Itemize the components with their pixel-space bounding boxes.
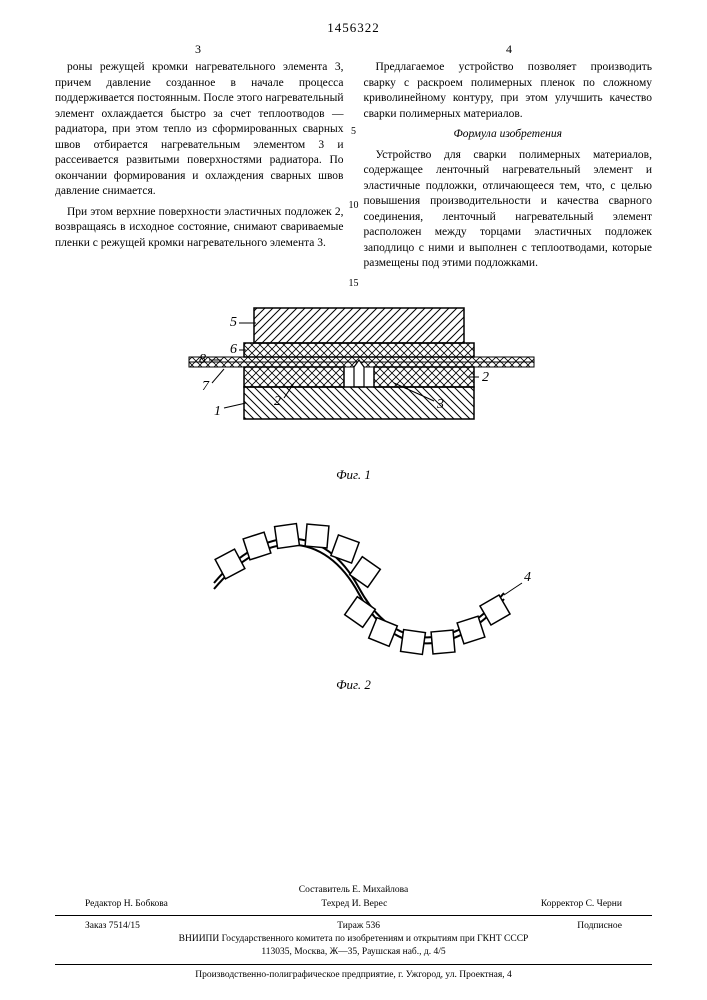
footer-compiler: Составитель Е. Михайлова xyxy=(55,884,652,897)
fig2-label-4: 4 xyxy=(524,570,531,585)
formula-title: Формула изобретения xyxy=(364,127,653,143)
line-marker: 5 xyxy=(351,126,356,137)
page-numbers: 3 4 xyxy=(55,42,652,56)
fig1-label-6: 6 xyxy=(230,342,237,357)
figure-2: 4 xyxy=(144,513,564,673)
footer-sub: Подписное xyxy=(577,920,622,933)
fig1-label-8: 8 xyxy=(199,352,206,367)
column-right: Предлагаемое устройство позволяет произв… xyxy=(364,60,653,277)
footer-print: Производственно-полиграфическое предприя… xyxy=(55,969,652,982)
text-columns: роны режущей кромки нагревательного элем… xyxy=(55,60,652,277)
footer-corrector: Корректор С. Черни xyxy=(541,898,622,911)
footer-org: ВНИИПИ Государственного комитета по изоб… xyxy=(55,933,652,946)
figure-1: 5 6 8 7 2 2 3 1 xyxy=(144,293,564,463)
line-marker: 15 xyxy=(349,278,359,289)
footer-tech: Техред И. Верес xyxy=(321,898,387,911)
figures-block: 5 6 8 7 2 2 3 1 Фиг. 1 xyxy=(55,293,652,693)
footer: Составитель Е. Михайлова Редактор Н. Боб… xyxy=(55,884,652,982)
paragraph: При этом верхние поверхности эластичных … xyxy=(55,205,344,252)
page-num-left: 3 xyxy=(195,42,201,57)
fig1-label-2a: 2 xyxy=(274,394,281,409)
footer-editor: Редактор Н. Бобкова xyxy=(85,898,168,911)
fig1-label-7: 7 xyxy=(202,379,210,394)
patent-number: 1456322 xyxy=(55,20,652,36)
footer-order: Заказ 7514/15 xyxy=(85,920,140,933)
fig1-label-3: 3 xyxy=(436,397,444,412)
page-num-right: 4 xyxy=(506,42,512,57)
fig1-label-1: 1 xyxy=(214,404,221,419)
paragraph: роны режущей кромки нагревательного элем… xyxy=(55,60,344,200)
fig1-caption: Фиг. 1 xyxy=(55,467,652,483)
footer-tirazh: Тираж 536 xyxy=(337,920,380,933)
paragraph: Предлагаемое устройство позволяет произв… xyxy=(364,60,653,122)
line-marker: 10 xyxy=(349,200,359,211)
fig2-caption: Фиг. 2 xyxy=(55,677,652,693)
footer-addr: 113035, Москва, Ж—35, Раушская наб., д. … xyxy=(55,946,652,959)
fig1-label-5: 5 xyxy=(230,315,237,330)
column-left: роны режущей кромки нагревательного элем… xyxy=(55,60,344,277)
fig1-label-2b: 2 xyxy=(482,370,489,385)
paragraph: Устройство для сварки полимерных материа… xyxy=(364,148,653,272)
